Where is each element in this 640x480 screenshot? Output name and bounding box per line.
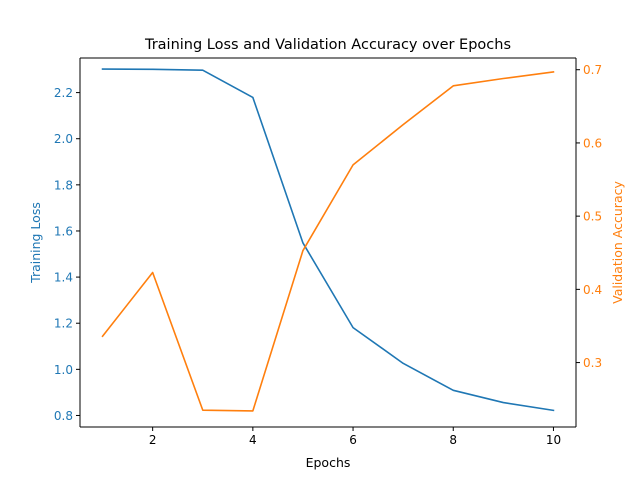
axes-frame [79, 57, 577, 428]
left-y-tick-label: 1.2 [54, 317, 73, 331]
x-tick-label: 6 [349, 433, 357, 447]
left-y-axis-label: Training Loss [28, 202, 43, 284]
left-y-tick-label: 1.8 [54, 178, 73, 192]
chart-title: Training Loss and Validation Accuracy ov… [144, 37, 511, 53]
right-y-tick-label: 0.5 [583, 210, 602, 224]
x-tick-label: 10 [546, 433, 561, 447]
right-y-tick-label: 0.3 [583, 356, 602, 370]
plot-area [80, 58, 576, 427]
right-y-ticks: 0.3 0.4 0.5 0.6 0.7 [576, 63, 602, 370]
x-tick-label: 2 [149, 433, 157, 447]
right-y-tick-label: 0.7 [583, 63, 602, 77]
left-y-tick-label: 2.0 [54, 132, 73, 146]
right-y-axis-label: Validation Accuracy [610, 181, 625, 304]
left-y-tick-label: 1.4 [54, 271, 73, 285]
right-y-tick-label: 0.6 [583, 136, 602, 150]
x-tick-label: 4 [249, 433, 257, 447]
x-tick-label: 8 [449, 433, 457, 447]
training-loss-line [101, 68, 555, 412]
x-ticks: 2 4 6 8 10 [149, 427, 561, 447]
left-y-tick-label: 2.2 [54, 86, 73, 100]
left-y-ticks: 0.8 1.0 1.2 1.4 1.6 1.8 2.0 2.2 [54, 86, 80, 423]
left-y-tick-label: 1.0 [54, 363, 73, 377]
left-y-tick-label: 1.6 [54, 224, 73, 238]
left-y-tick-label: 0.8 [54, 409, 73, 423]
right-y-tick-label: 0.4 [583, 283, 602, 297]
validation-accuracy-line [101, 71, 555, 412]
x-axis-label: Epochs [306, 455, 351, 470]
series-layer [101, 68, 555, 412]
